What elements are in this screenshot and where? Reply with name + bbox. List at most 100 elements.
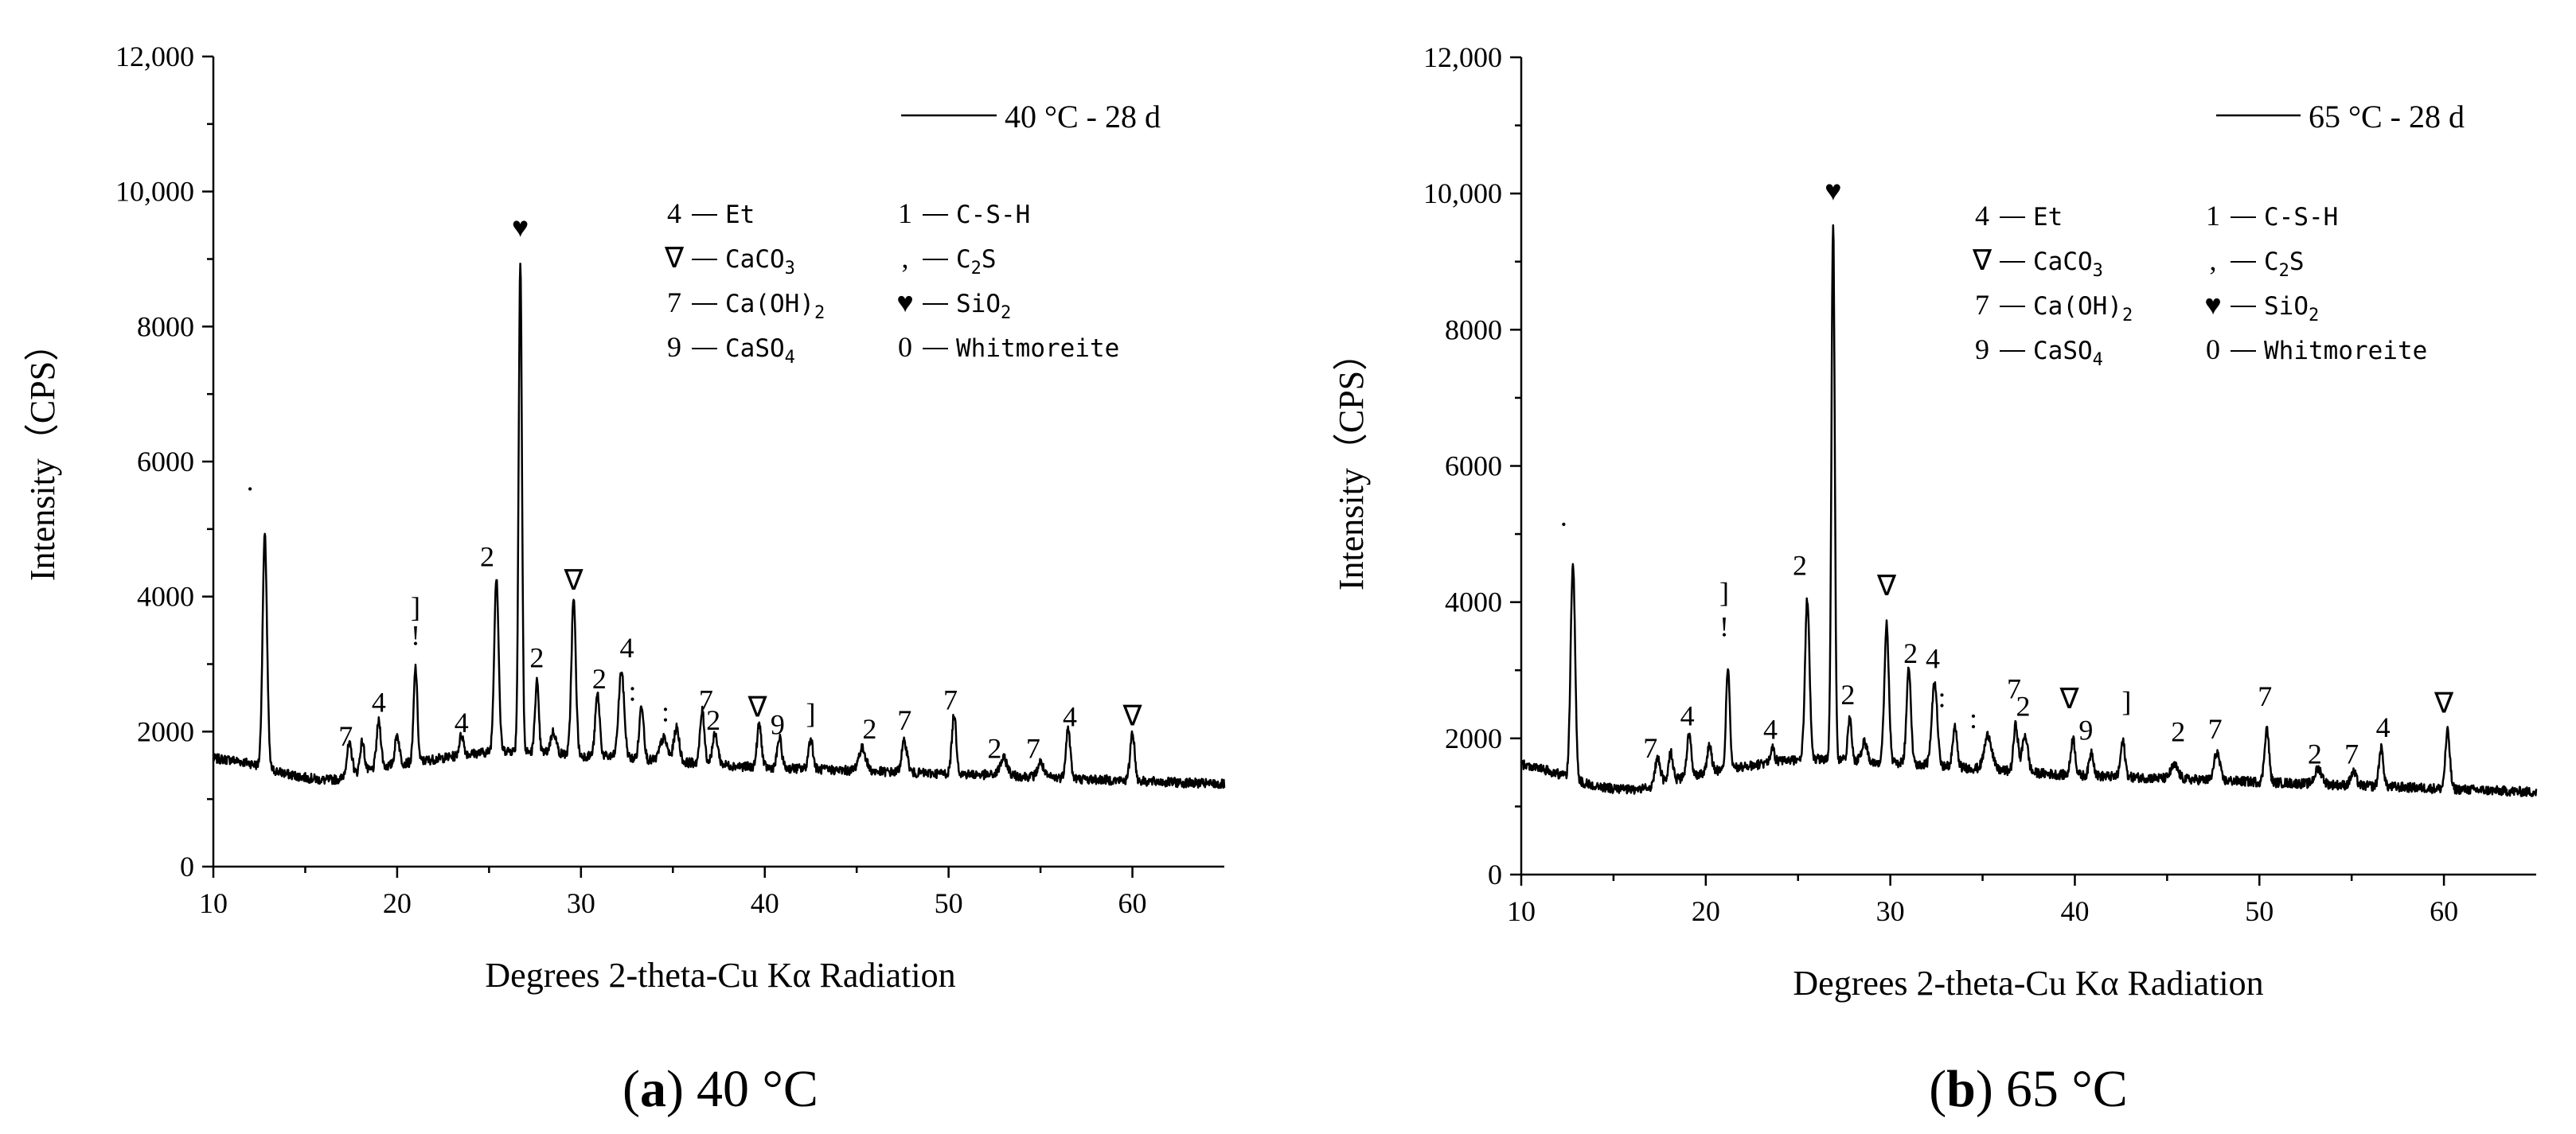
diffraction-trace-a <box>212 263 1226 789</box>
xrd-trace-line <box>1520 224 2538 797</box>
panel-caption: (a) 40 °C <box>623 1060 818 1118</box>
y-tick-label: 8000 <box>137 310 194 342</box>
phase-key-name: Ca(OH)2 <box>2033 292 2133 325</box>
x-tick-label: 50 <box>935 887 963 919</box>
peak-label: 2 <box>862 713 876 745</box>
peak-label: ♥ <box>512 212 529 244</box>
peak-label: 4 <box>1926 643 1940 675</box>
phase-key-symbol: 7 <box>1975 289 1989 321</box>
phase-key-name-text: C-S-H <box>956 201 1030 229</box>
peak-label: 9 <box>771 709 785 741</box>
peak-label: 9 <box>2078 715 2093 746</box>
xrd-trace-line <box>212 263 1226 789</box>
x-tick-label: 40 <box>751 887 779 919</box>
phase-key-subscript: 2 <box>2309 306 2319 325</box>
peak-label: 2 <box>2308 738 2322 770</box>
peak-label: 7 <box>2344 738 2359 770</box>
peak-label: 7 <box>338 720 353 752</box>
x-axis-title: Degrees 2-theta-Cu Kα Radiation <box>1793 964 2263 1003</box>
peak-label: ∇ <box>564 564 584 596</box>
diffraction-trace-b <box>1520 224 2538 797</box>
peak-label: ∇ <box>1122 700 1142 732</box>
phase-key-name-text: C <box>956 245 971 274</box>
y-axis-title: Intensity（CPS） <box>1332 336 1371 590</box>
phase-key-name-text: CaSO <box>2033 337 2093 365</box>
phase-key-symbol: 1 <box>2206 200 2220 232</box>
panel-caption: (b) 65 °C <box>1929 1060 2128 1118</box>
peak-markers-b: ·74]!42♥2∇2 4::72 ∇9]2 772 74∇ <box>1559 175 2454 770</box>
peak-label: 2 <box>1840 679 1855 711</box>
phase-key-subscript: 3 <box>785 259 795 279</box>
phase-key-symbol: ♥ <box>2204 289 2221 321</box>
phase-key-name-text: C-S-H <box>2264 203 2338 232</box>
phase-key-symbol: 9 <box>1975 333 1989 365</box>
peak-label: ∇ <box>747 692 767 723</box>
phase-key-name: CaCO3 <box>2033 247 2103 281</box>
peak-label: · <box>1559 509 1568 540</box>
peak-label: 7 <box>2007 672 2021 704</box>
y-tick-label: 2000 <box>1445 723 1502 754</box>
peak-label: : <box>1938 681 1946 713</box>
phase-key-name-text: SiO <box>956 290 1001 318</box>
phase-key-name-text: Et <box>725 201 755 229</box>
x-tick-label: 40 <box>2060 895 2089 927</box>
phase-key-name-text: CaCO <box>725 245 785 274</box>
panel-letter: b <box>1946 1060 1976 1118</box>
peak-label: ] <box>2121 686 2131 718</box>
phase-key-suffix: S <box>982 245 997 274</box>
phase-key-subscript: 2 <box>1001 303 1011 323</box>
y-tick-label: 4000 <box>1445 586 1502 618</box>
peak-label: ] <box>806 697 815 729</box>
phase-key-subscript: 2 <box>971 259 982 279</box>
peak-label: 7 <box>699 684 713 715</box>
phase-key-name: Et <box>2033 203 2063 232</box>
phase-key-name-text: C <box>2264 247 2279 276</box>
phase-key-name-text: SiO <box>2264 292 2309 321</box>
peak-label: 7 <box>1026 732 1040 764</box>
axis-ticks: 10 20 30 40 50 600200040006000800010,00012,00… <box>115 41 1147 919</box>
y-tick-label: 12,000 <box>115 41 194 72</box>
phase-key-name-text: Et <box>2033 203 2063 232</box>
phase-key-symbol: 1 <box>898 197 912 229</box>
phase-key-symbol: ♥ <box>896 286 913 318</box>
peak-label: 7 <box>897 704 911 736</box>
peak-label: 4 <box>455 707 469 738</box>
peak-label: 2 <box>706 704 720 736</box>
peak-label: ∇ <box>1876 570 1897 602</box>
peak-label: 2 <box>1903 637 1918 669</box>
x-tick-label: 60 <box>1118 887 1147 919</box>
y-tick-label: 6000 <box>137 446 194 477</box>
legend-label: 40 °C - 28 d <box>1005 99 1161 134</box>
phase-key-symbol: 0 <box>2206 333 2220 365</box>
phase-key-name: Whitmoreite <box>2264 337 2427 365</box>
x-tick-label: 30 <box>567 887 595 919</box>
x-tick-label: 60 <box>2430 895 2458 927</box>
peak-label: 4 <box>372 687 386 719</box>
peak-label: 7 <box>2208 713 2223 745</box>
phase-key-name-text: CaCO <box>2033 247 2093 276</box>
peak-label: 2 <box>592 663 607 695</box>
x-tick-label: 50 <box>2245 895 2274 927</box>
series-legend: 40 °C - 28 d <box>901 99 1161 134</box>
phase-key-symbol: ∇ <box>664 242 685 274</box>
phase-key-name-text: Whitmoreite <box>2264 337 2427 365</box>
series-legend: 65 °C - 28 d <box>2216 99 2465 134</box>
phase-key-name: C-S-H <box>956 201 1030 229</box>
phase-key-symbol: 7 <box>667 286 681 318</box>
phase-key-name: CaSO4 <box>2033 337 2103 370</box>
peak-label: 2 <box>529 642 544 674</box>
peak-label: ∇ <box>2434 687 2454 719</box>
phase-key-name: CaCO3 <box>725 245 795 279</box>
phase-key-symbol: , <box>2210 244 2217 276</box>
phase-key-symbol: 4 <box>1975 200 1989 232</box>
peak-label: 4 <box>1680 700 1695 732</box>
xrd-panel-a: 10 20 30 40 50 600200040006000800010,00012,00… <box>23 41 1226 1118</box>
y-tick-label: 0 <box>1488 859 1502 890</box>
phase-key-name: C-S-H <box>2264 203 2338 232</box>
phase-key-symbol: ∇ <box>1972 244 1992 276</box>
phase-key-subscript: 2 <box>2279 261 2289 281</box>
peak-label: : <box>662 696 669 728</box>
